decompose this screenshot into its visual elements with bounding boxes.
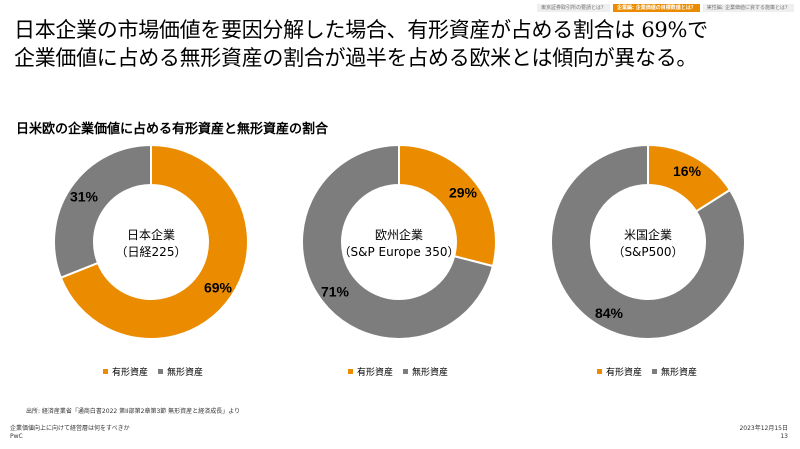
legend-europe: 有形資産 無形資産 bbox=[348, 365, 448, 378]
donut-center-subtitle: （S&P500） bbox=[612, 245, 683, 259]
slice-intangible bbox=[53, 143, 152, 280]
donut-center-subtitle: （日経225） bbox=[116, 245, 187, 259]
slice-intangible bbox=[550, 143, 746, 340]
legend-swatch-intangible bbox=[158, 369, 164, 374]
legend-swatch-tangible bbox=[103, 369, 108, 374]
legend-item-tangible: 有形資産 bbox=[348, 365, 393, 378]
legend-item-intangible: 無形資産 bbox=[652, 365, 697, 378]
section-nav: 東京証券取引所の要請とは？ 企業編: 企業価値の目標数値とは？ 実性編: 企業価… bbox=[536, 4, 794, 12]
page-number: 13 bbox=[780, 433, 788, 440]
donut-center-title: 欧州企業 bbox=[375, 227, 423, 242]
slide-headline: 日本企業の市場価値を要因分解した場合、有形資産が占める割合は 69%で 企業価値… bbox=[14, 16, 794, 72]
legend-swatch-intangible bbox=[403, 369, 409, 374]
footer-right: 2023年12月15日 13 bbox=[739, 425, 788, 441]
donut-center-subtitle: （S&P Europe 350） bbox=[339, 245, 460, 259]
slice-intangible bbox=[301, 143, 495, 340]
headline-line-1: 日本企業の市場価値を要因分解した場合、有形資産が占める割合は 69%で bbox=[14, 18, 708, 42]
donut-center-title: 日本企業 bbox=[127, 227, 175, 242]
footer-doc-title: 企業価値向上に向けて経営層は何をすべきか bbox=[10, 425, 130, 432]
chart-section-title: 日米欧の企業価値に占める有形資産と無形資産の割合 bbox=[16, 122, 329, 137]
legend-item-intangible: 無形資産 bbox=[158, 365, 203, 378]
headline-line-2: 企業価値に占める無形資産の割合が過半を占める欧米とは傾向が異なる。 bbox=[14, 46, 698, 70]
footer-date: 2023年12月15日 bbox=[739, 425, 788, 432]
legend-swatch-tangible bbox=[597, 369, 602, 374]
section-tab-target[interactable]: 企業編: 企業価値の目標数値とは？ bbox=[612, 4, 700, 12]
section-tab-tse[interactable]: 東京証券取引所の要請とは？ bbox=[536, 4, 610, 12]
footer-brand: PwC bbox=[10, 433, 23, 440]
legend-swatch-tangible bbox=[348, 369, 353, 374]
slice-tangible bbox=[398, 143, 497, 268]
legend-item-intangible: 無形資産 bbox=[403, 365, 448, 378]
source-note: 出所: 経済産業省「通商白書2022 第II部第2章第3節 無形資産と経済成長」… bbox=[26, 408, 241, 415]
legend-item-tangible: 有形資産 bbox=[103, 365, 148, 378]
legend-japan: 有形資産 無形資産 bbox=[103, 365, 203, 378]
value-label-intangible: 31% bbox=[70, 188, 99, 204]
section-tab-measures[interactable]: 実性編: 企業価値に資する施策とは？ bbox=[702, 4, 794, 12]
legend-item-tangible: 有形資産 bbox=[597, 365, 642, 378]
legend-us: 有形資産 無形資産 bbox=[597, 365, 697, 378]
donut-chart-japan: 69% 31% 日本企業 （日経225） bbox=[53, 143, 249, 340]
value-label-intangible: 84% bbox=[595, 305, 624, 321]
slice-tangible bbox=[59, 143, 249, 340]
value-label-intangible: 71% bbox=[321, 284, 350, 300]
donut-chart-europe: 29% 71% 欧州企業 （S&P Europe 350） bbox=[301, 143, 497, 340]
value-label-tangible: 69% bbox=[204, 280, 233, 296]
donut-chart-us: 16% 84% 米国企業 （S&P500） bbox=[550, 143, 746, 340]
legend-swatch-intangible bbox=[652, 369, 658, 374]
value-label-tangible: 29% bbox=[449, 184, 478, 200]
value-label-tangible: 16% bbox=[673, 163, 702, 179]
donut-center-title: 米国企業 bbox=[624, 227, 672, 242]
footer-left: 企業価値向上に向けて経営層は何をすべきか PwC bbox=[10, 425, 130, 441]
